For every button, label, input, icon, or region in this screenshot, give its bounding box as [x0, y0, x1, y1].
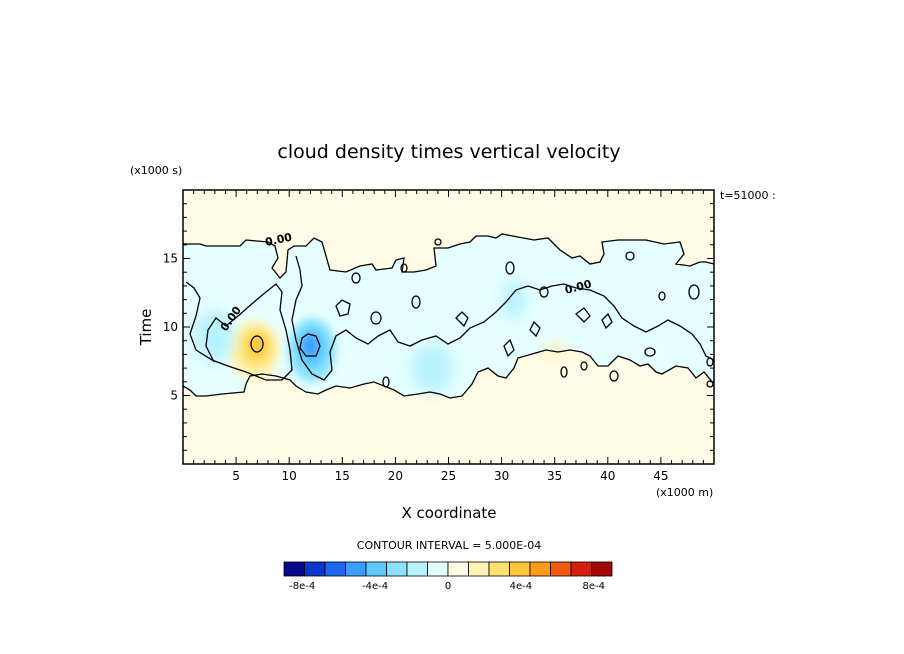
x-unit-note: (x1000 m) — [656, 486, 713, 499]
negative-minimum-core — [303, 335, 317, 357]
x-tick-label: 30 — [494, 469, 509, 483]
colorbar-swatch — [570, 561, 592, 577]
colorbar-swatch — [324, 561, 346, 577]
x-tick-label: 20 — [388, 469, 403, 483]
y-tick-label: 15 — [163, 252, 178, 266]
colorbar: -8e-4 -4e-4 0 4e-4 8e-4 — [283, 561, 613, 592]
contour-label: 0.00 — [264, 231, 294, 249]
x-tick-label: 35 — [547, 469, 562, 483]
colorbar-swatch — [488, 561, 510, 577]
colorbar-swatch — [406, 561, 428, 577]
colorbar-swatch — [283, 561, 305, 577]
x-tick-label: 15 — [335, 469, 350, 483]
positive-maximum-core — [248, 335, 266, 357]
colorbar-swatch — [591, 561, 613, 577]
time-label: t=51000 : — [720, 189, 776, 202]
colorbar-tick-label: -8e-4 — [289, 581, 315, 592]
colorbar-tick-label: 4e-4 — [510, 581, 533, 592]
x-axis-label: X coordinate — [401, 504, 496, 522]
x-tick-label: 40 — [600, 469, 615, 483]
x-tick-label: 45 — [653, 469, 668, 483]
colorbar-swatch — [529, 561, 551, 577]
y-axis-label: Time — [137, 309, 155, 347]
colorbar-tick-label: 0 — [445, 581, 451, 592]
colorbar-swatch — [345, 561, 367, 577]
chart-title: cloud density times vertical velocity — [277, 141, 620, 163]
x-tick-label: 5 — [232, 469, 240, 483]
colorbar-tick-label: 8e-4 — [583, 581, 606, 592]
colorbar-swatch — [447, 561, 469, 577]
negative-weak-left — [194, 310, 234, 362]
colorbar-swatch — [427, 561, 449, 577]
colorbar-swatch — [509, 561, 531, 577]
zero-contours — [183, 233, 714, 399]
y-tick-label: 10 — [163, 320, 178, 334]
contour-interval: CONTOUR INTERVAL = 5.000E-04 — [357, 539, 541, 552]
colorbar-tick-label: -4e-4 — [362, 581, 388, 592]
plot-area: 0.00 0.00 0.00 — [183, 190, 714, 464]
y-tick-label: 5 — [170, 389, 178, 403]
colorbar-swatch — [386, 561, 408, 577]
x-axis: 5 10 15 20 25 30 35 40 45 — [182, 190, 715, 483]
colorbar-swatch — [304, 561, 326, 577]
negative-weak-center — [410, 344, 454, 392]
negative-weak-ridge — [502, 280, 526, 320]
y-unit-note: (x1000 s) — [130, 164, 182, 177]
x-tick-label: 10 — [282, 469, 297, 483]
colorbar-swatch — [550, 561, 572, 577]
colorbar-swatch — [468, 561, 490, 577]
colorbar-swatch — [365, 561, 387, 577]
x-tick-label: 25 — [441, 469, 456, 483]
y-axis: 5 10 15 — [163, 189, 714, 465]
positive-weak-right — [544, 343, 568, 357]
